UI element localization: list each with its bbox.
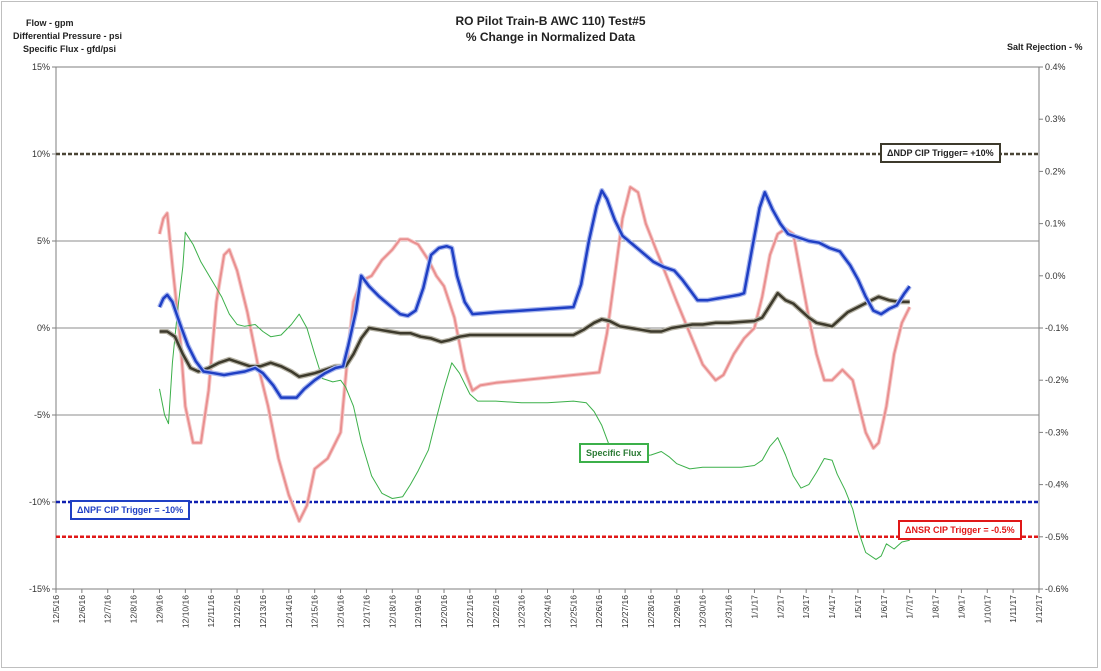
chart-title-line1: RO Pilot Train-B AWC 110) Test#5	[455, 14, 646, 28]
x-tick-label: 1/9/17	[956, 595, 966, 619]
x-tick-label: 12/30/16	[698, 595, 708, 628]
x-tick-label: 12/10/16	[180, 595, 190, 628]
y-right-tick-label: 0.0%	[1045, 271, 1066, 281]
salt-series-line	[158, 186, 911, 523]
left-axis-label-dp: Differential Pressure - psi	[13, 31, 123, 41]
x-tick-label: 1/10/17	[982, 595, 992, 624]
x-tick-label: 12/24/16	[543, 595, 553, 628]
npf-cip-trigger-label: ΔNPF CIP Trigger = -10%	[70, 500, 191, 520]
x-tick-label: 12/16/16	[336, 595, 346, 628]
x-tick-label: 12/15/16	[310, 595, 320, 628]
y-right-tick-label: -0.3%	[1045, 427, 1069, 437]
x-tick-label: 12/18/16	[387, 595, 397, 628]
y-right-tick-label: 0.2%	[1045, 166, 1066, 176]
x-tick-label: 12/5/16	[51, 595, 61, 624]
x-tick-label: 12/17/16	[361, 595, 371, 628]
y-right-tick-label: -0.1%	[1045, 323, 1069, 333]
y-right-tick-label: 0.1%	[1045, 219, 1066, 229]
left-axis-label-flow: Flow - gpm	[26, 18, 74, 28]
y-left-tick-label: -10%	[29, 497, 50, 507]
x-tick-label: 1/8/17	[931, 595, 941, 619]
dp-series-line	[159, 291, 910, 378]
y-right-tick-label: -0.2%	[1045, 375, 1069, 385]
x-tick-label: 12/31/16	[724, 595, 734, 628]
x-tick-label: 12/25/16	[568, 595, 578, 628]
x-tick-label: 1/5/17	[853, 595, 863, 619]
x-tick-label: 12/14/16	[284, 595, 294, 628]
x-tick-label: 12/28/16	[646, 595, 656, 628]
x-tick-label: 12/8/16	[129, 595, 139, 624]
specific-flux-label: Specific Flux	[579, 443, 649, 463]
y-right-tick-label: 0.3%	[1045, 114, 1066, 124]
x-tick-label: 1/2/17	[775, 595, 785, 619]
x-tick-label: 12/6/16	[77, 595, 87, 624]
y-left-tick-label: 5%	[37, 236, 50, 246]
x-tick-label: 12/22/16	[491, 595, 501, 628]
y-right-tick-label: -0.5%	[1045, 532, 1069, 542]
y-right-tick-label: -0.4%	[1045, 480, 1069, 490]
flow-series-line	[158, 189, 911, 399]
x-tick-label: 12/13/16	[258, 595, 268, 628]
x-tick-label: 12/9/16	[154, 595, 164, 624]
left-axis-label-flux: Specific Flux - gfd/psi	[23, 44, 117, 54]
x-tick-label: 1/3/17	[801, 595, 811, 619]
y-left-tick-label: -5%	[34, 410, 50, 420]
x-tick-label: 1/6/17	[879, 595, 889, 619]
x-tick-label: 1/11/17	[1008, 595, 1018, 623]
right-axis-label: Salt Rejection - %	[1007, 42, 1083, 52]
x-tick-label: 1/4/17	[827, 595, 837, 619]
x-tick-label: 12/26/16	[594, 595, 604, 628]
x-tick-label: 1/12/17	[1034, 595, 1044, 624]
y-left-tick-label: 15%	[32, 62, 50, 72]
ndp-cip-trigger-label: ΔNDP CIP Trigger= +10%	[880, 143, 1001, 163]
y-right-tick-label: -0.6%	[1045, 584, 1069, 594]
x-tick-label: 12/11/16	[206, 595, 216, 628]
x-tick-label: 12/23/16	[517, 595, 527, 628]
x-tick-label: 1/1/17	[749, 595, 759, 619]
x-tick-label: 12/12/16	[232, 595, 242, 628]
x-tick-label: 12/27/16	[620, 595, 630, 628]
y-left-tick-label: 10%	[32, 149, 50, 159]
y-left-tick-label: 0%	[37, 323, 50, 333]
y-right-tick-label: 0.4%	[1045, 62, 1066, 72]
x-tick-label: 12/21/16	[465, 595, 475, 628]
x-tick-label: 12/20/16	[439, 595, 449, 628]
y-left-tick-label: -15%	[29, 584, 50, 594]
flux-series-line	[159, 231, 910, 560]
x-tick-label: 12/19/16	[413, 595, 423, 628]
x-tick-label: 12/7/16	[103, 595, 113, 624]
x-tick-label: 12/29/16	[672, 595, 682, 628]
nsr-cip-trigger-label: ΔNSR CIP Trigger = -0.5%	[898, 520, 1022, 540]
chart-title-line2: % Change in Normalized Data	[465, 30, 636, 44]
x-tick-label: 1/7/17	[905, 595, 915, 619]
